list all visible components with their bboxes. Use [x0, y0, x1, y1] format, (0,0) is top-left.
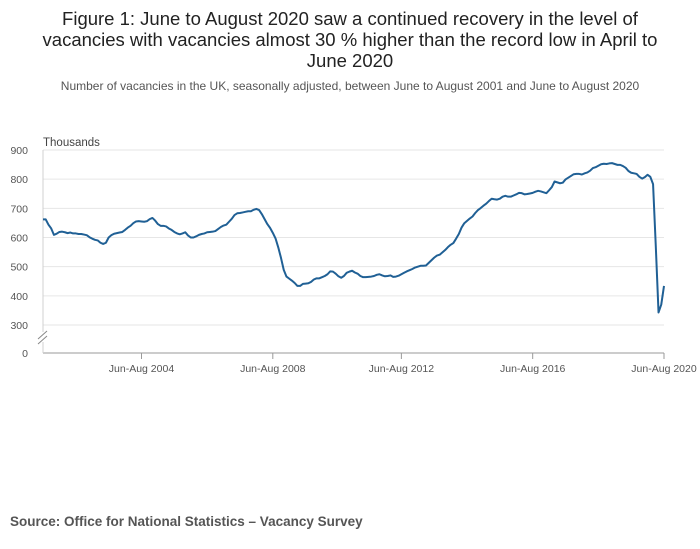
chart-title: Figure 1: June to August 2020 saw a cont… — [42, 8, 658, 71]
x-tick-label: Jun-Aug 2008 — [240, 363, 306, 375]
y-tick-label: 800 — [10, 174, 28, 186]
y-tick-label: 700 — [10, 203, 28, 215]
y-tick-label: 400 — [10, 291, 28, 303]
y-tick-label: 300 — [10, 320, 28, 332]
y-axis-unit-label: Thousands — [43, 137, 100, 149]
series-lines — [43, 162, 665, 314]
x-tick-label: Jun-Aug 2012 — [369, 363, 435, 375]
axis-break-slash — [37, 335, 48, 345]
x-axis: Jun-Aug 2004 Jun-Aug 2008 Jun-Aug 2012 Jun-… — [42, 150, 697, 375]
axis-break-gap — [37, 332, 49, 342]
y-tick-label: 600 — [10, 233, 28, 245]
axis-break-marker — [37, 330, 49, 345]
x-tick-label: Jun-Aug 2020 — [631, 363, 697, 375]
axis-break-slash — [37, 330, 48, 340]
y-tick-label: 900 — [10, 145, 28, 157]
y-tick-label: 500 — [10, 262, 28, 274]
vacancies-series-line — [43, 162, 665, 314]
x-tick-label: Jun-Aug 2016 — [500, 363, 566, 375]
y-axis-ticks: 900 800 700 600 500 400 300 0 — [10, 145, 28, 360]
x-tick-label: Jun-Aug 2004 — [109, 363, 175, 375]
chart-subtitle: Number of vacancies in the UK, seasonall… — [60, 79, 640, 93]
y-tick-label: 0 — [22, 348, 28, 360]
gridlines — [43, 149, 664, 326]
source-note: Source: Office for National Statistics –… — [10, 514, 363, 529]
